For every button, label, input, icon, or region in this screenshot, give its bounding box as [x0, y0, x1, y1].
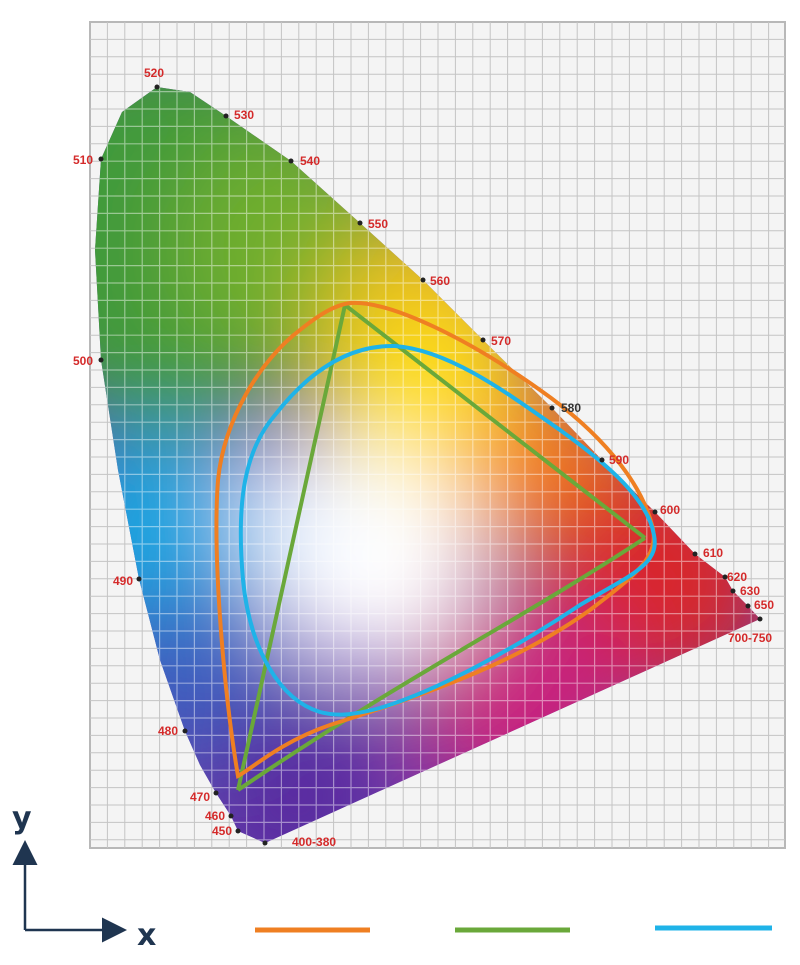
- wavelength-label: 650: [754, 598, 774, 612]
- x-axis-label: x: [137, 918, 156, 953]
- green-gamut: [236, 303, 647, 792]
- locus-dot: [98, 357, 104, 363]
- locus-dot: [288, 158, 294, 164]
- locus-dot: [98, 156, 104, 162]
- wavelength-label: 400-380: [292, 835, 336, 849]
- locus-dot: [757, 616, 763, 622]
- orange-gamut: [214, 300, 656, 779]
- wavelength-label: 490: [113, 574, 133, 588]
- locus-dot: [549, 405, 555, 411]
- wavelength-label: 530: [234, 108, 254, 122]
- wavelength-label: 620: [727, 570, 747, 584]
- wavelength-label: 540: [300, 154, 320, 168]
- locus-dot: [182, 728, 188, 734]
- locus-dot: [722, 574, 728, 580]
- wavelength-label: 600: [660, 503, 680, 517]
- wavelength-label: 510: [73, 153, 93, 167]
- wavelength-label: 470: [190, 790, 210, 804]
- locus-dot: [235, 828, 241, 834]
- locus-dot: [730, 588, 736, 594]
- wavelength-label: 550: [368, 217, 388, 231]
- wavelength-label: 580: [561, 401, 581, 415]
- locus-dot: [228, 813, 234, 819]
- wavelength-label: 590: [609, 453, 629, 467]
- wavelength-label: 500: [73, 354, 93, 368]
- blue-gamut: [238, 343, 657, 717]
- wavelength-label: 450: [212, 824, 232, 838]
- locus-dot: [599, 457, 605, 463]
- wavelength-label: 520: [144, 66, 164, 80]
- wavelength-label: 570: [491, 334, 511, 348]
- wavelength-label: 700-750: [728, 631, 772, 645]
- locus-dot: [154, 84, 160, 90]
- wavelength-label: 480: [158, 724, 178, 738]
- locus-dot: [357, 220, 363, 226]
- wavelength-label: 610: [703, 546, 723, 560]
- locus-dot: [262, 840, 268, 846]
- locus-dot: [420, 277, 426, 283]
- locus-dot: [213, 790, 219, 796]
- locus-dot: [745, 603, 751, 609]
- wavelength-label: 460: [205, 809, 225, 823]
- locus-dot: [652, 509, 658, 515]
- wavelength-label: 560: [430, 274, 450, 288]
- locus-dot: [480, 337, 486, 343]
- locus-dot: [223, 113, 229, 119]
- y-axis-label: y: [12, 801, 32, 836]
- locus-dot: [136, 576, 142, 582]
- wavelength-label: 630: [740, 584, 760, 598]
- locus-dot: [692, 551, 698, 557]
